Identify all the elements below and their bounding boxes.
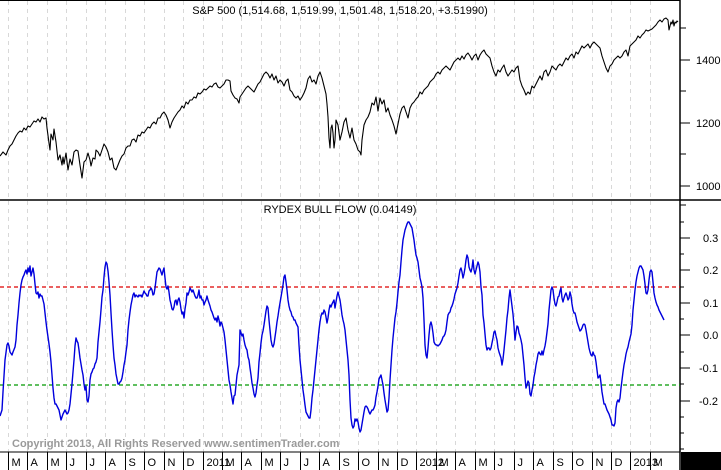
month-label: O (148, 457, 157, 469)
rydex-tick-neg0.2: -0.2 (699, 396, 718, 408)
month-label: M (440, 457, 449, 469)
axis-corner-block (681, 452, 721, 470)
month-label: J (518, 457, 524, 469)
rydex-tick-neg0.1: -0.1 (699, 363, 718, 375)
month-label: J (498, 457, 504, 469)
month-label: O (362, 457, 371, 469)
copyright-text: Copyright 2013, All Rights Reserved www.… (12, 438, 340, 450)
rydex-tick-0.3: 0.3 (703, 233, 718, 245)
month-label: J (70, 457, 76, 469)
sp500-price-line (0, 17, 679, 179)
rydex-title: RYDEX BULL FLOW (0.04149) (264, 204, 417, 216)
month-label: M (479, 457, 488, 469)
sp500-tick-1400: 1400 (696, 55, 720, 67)
month-label: 2012 (420, 457, 444, 469)
month-label: S (129, 457, 136, 469)
month-label: 2011 (207, 457, 231, 469)
month-label: J (284, 457, 290, 469)
gridlines (8, 1, 651, 452)
rydex-tick-0.2: 0.2 (703, 265, 718, 277)
month-label: M (12, 457, 21, 469)
month-label: D (187, 457, 195, 469)
month-label: N (596, 457, 604, 469)
month-label: A (323, 457, 331, 469)
rydex-tick-0.1: 0.1 (703, 298, 718, 310)
sp500-title: S&P 500 (1,514.68, 1,519.99, 1,501.48, 1… (192, 5, 488, 17)
month-label: A (31, 457, 39, 469)
rydex-y-axis: 0.3 0.2 0.1 0.0 -0.1 -0.2 (680, 204, 718, 450)
month-label: A (109, 457, 117, 469)
month-label: D (401, 457, 409, 469)
month-label: N (382, 457, 390, 469)
sp500-y-axis: 1400 1200 1000 (680, 27, 720, 193)
month-label: M (51, 457, 60, 469)
sp500-tick-1000: 1000 (696, 181, 720, 193)
month-label: J (304, 457, 310, 469)
month-label: D (615, 457, 623, 469)
month-label: A (245, 457, 253, 469)
month-label: 2013 (634, 457, 658, 469)
month-label: N (168, 457, 176, 469)
month-label: A (459, 457, 467, 469)
month-label: J (90, 457, 96, 469)
sp500-tick-1200: 1200 (696, 118, 720, 130)
month-label: S (557, 457, 564, 469)
rydex-bull-flow-line (0, 221, 665, 433)
month-label: M (265, 457, 274, 469)
month-label: M (654, 457, 663, 469)
month-label: M (226, 457, 235, 469)
month-label: A (537, 457, 545, 469)
month-label: O (576, 457, 585, 469)
rydex-tick-0.0: 0.0 (703, 330, 718, 342)
month-label: S (343, 457, 350, 469)
